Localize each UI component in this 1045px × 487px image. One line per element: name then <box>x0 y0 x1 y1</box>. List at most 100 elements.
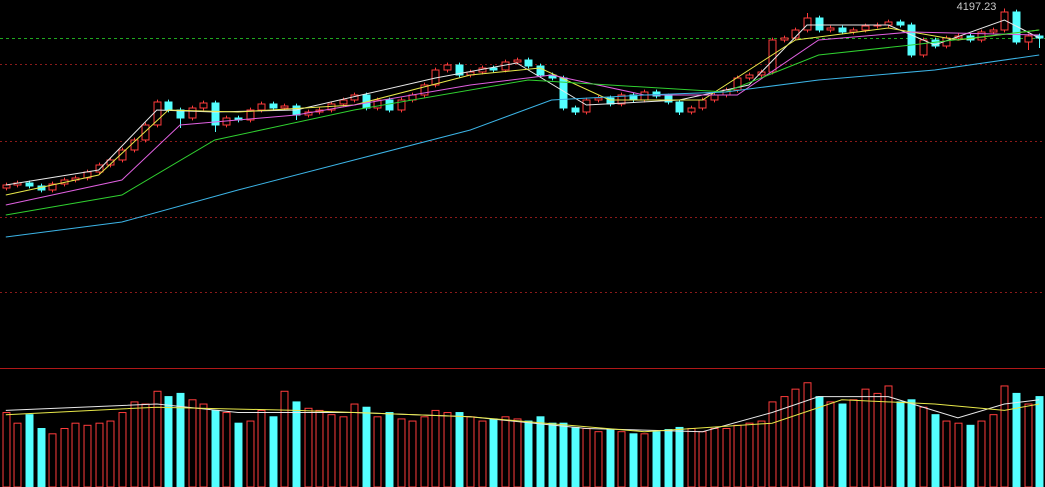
candle-body <box>1012 11 1021 43</box>
volume-bar <box>536 416 545 487</box>
volume-bar <box>919 406 928 487</box>
candle-body <box>397 99 406 111</box>
volume-bar <box>362 406 371 487</box>
candle-body <box>989 29 998 33</box>
volume-bar <box>327 414 336 487</box>
candle-body <box>199 102 208 109</box>
candle-body <box>280 105 289 109</box>
volume-bar <box>304 407 313 487</box>
volume-bar <box>617 431 626 487</box>
volume-bar <box>675 426 684 487</box>
volume-bar <box>164 396 173 487</box>
volume-bar <box>373 416 382 487</box>
volume-bar <box>873 392 882 487</box>
moving-average-line <box>5 29 1040 216</box>
volume-bar <box>257 409 266 487</box>
volume-bar <box>141 403 150 487</box>
candle-body <box>594 97 603 101</box>
volume-bar <box>106 420 115 487</box>
volume-bar <box>698 431 707 487</box>
candle-body <box>513 59 522 63</box>
candle-body <box>571 107 580 113</box>
volume-bar <box>199 403 208 487</box>
candle-body <box>826 27 835 31</box>
volume-bar <box>37 428 46 487</box>
volume-bar <box>977 420 986 487</box>
moving-average-line <box>5 27 1040 196</box>
moving-average-line <box>5 399 1040 433</box>
candle-body <box>48 183 57 191</box>
candle-body <box>2 184 11 189</box>
candle-body <box>1035 35 1044 39</box>
volume-bar <box>907 399 916 487</box>
candle-body <box>815 17 824 31</box>
volume-bar <box>1000 385 1009 487</box>
candle-body <box>861 25 870 31</box>
candle-body <box>420 84 429 96</box>
volume-bar <box>211 409 220 487</box>
moving-average-line <box>5 31 1040 206</box>
candle-body <box>257 103 266 111</box>
candle-body <box>687 107 696 113</box>
volume-bar <box>640 433 649 487</box>
volume-bar <box>687 428 696 487</box>
volume-bar <box>664 429 673 487</box>
high-label: 4197.23 <box>957 1 997 13</box>
volume-bar <box>849 399 858 487</box>
candle-body <box>164 101 173 111</box>
candle-body <box>896 21 905 26</box>
candle-body <box>373 99 382 109</box>
volume-bar <box>350 403 359 487</box>
moving-average-line <box>5 396 1040 433</box>
candle-body <box>838 27 847 33</box>
volume-bar <box>861 388 870 487</box>
candle-body <box>919 39 928 56</box>
volume-bar <box>989 414 998 487</box>
volume-bar <box>1035 396 1044 487</box>
volume-bar <box>408 420 417 487</box>
candle-body <box>745 74 754 79</box>
volume-bar <box>710 428 719 487</box>
volume-bar <box>594 431 603 487</box>
candle-body <box>640 91 649 101</box>
volume-bar <box>455 412 464 487</box>
volume-bar <box>954 422 963 487</box>
volume-bar <box>559 422 568 487</box>
volume-bar <box>420 416 429 487</box>
moving-average-line <box>5 54 1040 238</box>
candle-body <box>524 59 533 67</box>
candle-body <box>536 65 545 76</box>
volume-bar <box>606 429 615 487</box>
candle-body <box>780 37 789 41</box>
volume-bar <box>246 420 255 487</box>
volume-bar <box>443 412 452 487</box>
volume-bar <box>931 414 940 487</box>
candle-body <box>710 94 719 101</box>
volume-bar <box>153 390 162 487</box>
volume-bar <box>803 382 812 487</box>
volume-bar <box>745 422 754 487</box>
volume-bar <box>234 422 243 487</box>
candle-body <box>675 101 684 113</box>
volume-bar <box>571 426 580 487</box>
volume-bar <box>513 418 522 487</box>
candle-body <box>25 182 34 187</box>
candle-body <box>582 99 591 113</box>
volume-bar <box>815 396 824 487</box>
volume-bar <box>582 428 591 487</box>
volume-bar <box>13 422 22 487</box>
volume-bar <box>83 424 92 487</box>
candle-body <box>106 159 115 166</box>
candle-body <box>269 103 278 109</box>
volume-bar <box>966 424 975 487</box>
volume-bar <box>2 412 11 487</box>
candle-body <box>1024 35 1033 43</box>
candle-body <box>153 101 162 126</box>
volume-bar <box>780 396 789 487</box>
candle-body <box>803 17 812 31</box>
volume-bar <box>188 399 197 487</box>
volume-bar <box>48 433 57 487</box>
volume-bar <box>118 412 127 487</box>
volume-bar <box>652 431 661 487</box>
